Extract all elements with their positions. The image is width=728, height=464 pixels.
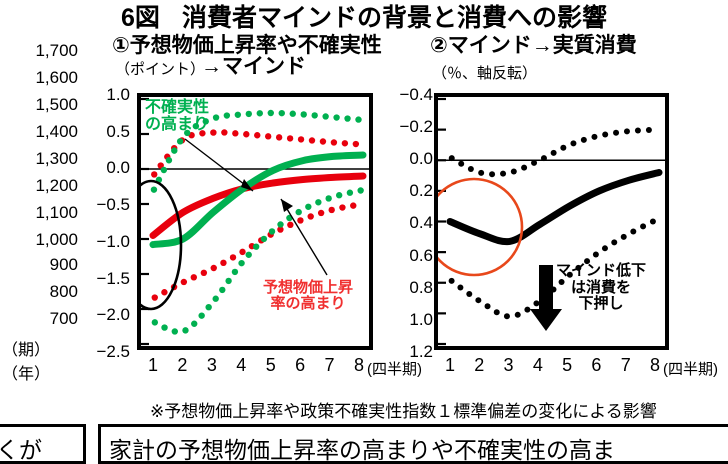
panel1-unit-label: （ポイント） bbox=[115, 61, 206, 78]
left-axis-caption: （期） bbox=[2, 342, 51, 359]
left-axis-value: 1,500 bbox=[35, 95, 78, 114]
figure-title-text: 消費者マインドの背景と消費への影響 bbox=[181, 4, 607, 32]
left-axis-value: 800 bbox=[49, 282, 78, 301]
bottom-box-left-text: 続くが bbox=[0, 437, 42, 463]
panel1-x-tick-label: 5 bbox=[265, 355, 276, 375]
footnote: ※予想物価上昇率や政策不確実性指数１標準偏差の変化による影響 bbox=[150, 402, 657, 421]
panel2-x-tick-label: 4 bbox=[532, 355, 543, 375]
panel1-x-tick-label-unit: (四半期) bbox=[367, 361, 422, 378]
panel2-x-tick-label: 6 bbox=[591, 355, 602, 375]
left-axis-value: 1,600 bbox=[35, 68, 78, 87]
panel2-y-tick-label: 0.8 bbox=[409, 277, 433, 297]
left-axis-value: 700 bbox=[49, 309, 78, 328]
bottom-box-right-text: 家計の予想物価上昇率の高まりや不確実性の高ま bbox=[109, 437, 615, 463]
left-axis-value: 1,300 bbox=[35, 149, 78, 168]
left-axis-value: 900 bbox=[49, 255, 78, 274]
panel1-y-tick-label: 0.0 bbox=[106, 158, 130, 178]
panel1-plot-area: 不確実性 の高まり 予想物価上昇 率の高まり bbox=[137, 93, 373, 350]
left-axis-value: 1,000 bbox=[35, 230, 78, 249]
panel2-y-tick-label: 0.4 bbox=[409, 213, 433, 233]
panel1-y-tick-label: 0.5 bbox=[106, 121, 130, 141]
panel2-x-tick-label-unit: (四半期) bbox=[663, 361, 718, 378]
panel1-x-tick-label: 2 bbox=[177, 355, 188, 375]
panel1-y-tick-label: −2.0 bbox=[96, 305, 130, 325]
left-axis-value: 1,400 bbox=[35, 122, 78, 141]
panel2-x-tick-label: 8 bbox=[649, 355, 660, 375]
panel2-y-tick-label: −0.2 bbox=[399, 117, 433, 137]
panel1-x-tick-label: 4 bbox=[236, 355, 247, 375]
panel2-y-tick-label: 0.6 bbox=[409, 245, 433, 265]
panel1-x-tick-label: 7 bbox=[324, 355, 335, 375]
panel1-y-tick-label: −1.0 bbox=[96, 231, 130, 251]
panel1-chart-svg bbox=[141, 97, 369, 346]
panel1-x-tick-label: 1 bbox=[147, 355, 158, 375]
panel2-y-tick-label: −0.4 bbox=[399, 85, 433, 104]
panel2-mind-annotation: マインド低下 は消費を 下押し bbox=[556, 262, 647, 312]
panel2-y-tick-label: 1.0 bbox=[409, 309, 433, 329]
panel2-x-tick-label: 7 bbox=[620, 355, 631, 375]
panel2-plot-area: マインド低下 は消費を 下押し bbox=[434, 93, 669, 350]
panel1-x-tick-label: 8 bbox=[353, 355, 364, 375]
panel1-x-tick-label: 3 bbox=[206, 355, 217, 375]
left-axis-caption: （年） bbox=[2, 366, 51, 383]
figure-title: 6図 消費者マインドの背景と消費への影響 bbox=[0, 0, 728, 34]
panel2-y-tick-label: 1.2 bbox=[409, 341, 433, 361]
panel2-x-tick-label: 2 bbox=[474, 355, 485, 375]
panel2-chart-svg bbox=[438, 97, 665, 346]
panel1-inflation-annotation: 予想物価上昇 率の高まり bbox=[263, 279, 354, 313]
bottom-box-left: 続くが bbox=[0, 424, 86, 464]
panel1-heading: ①予想物価上昇率や不確実性 bbox=[112, 34, 382, 57]
panel2-x-tick-label: 3 bbox=[503, 355, 514, 375]
panel2-x-tick-label: 1 bbox=[444, 355, 455, 375]
panel1-y-tick-label: −2.5 bbox=[96, 341, 130, 361]
figure-number: 6図 bbox=[121, 4, 160, 32]
panel1-arrow-label: →マインド bbox=[201, 55, 306, 78]
panel2-y-tick-label: 0.2 bbox=[409, 181, 433, 201]
panel1-y-tick-label: −1.5 bbox=[96, 268, 130, 288]
left-axis-value: 1,700 bbox=[35, 41, 78, 60]
panel2-x-tick-label: 5 bbox=[562, 355, 573, 375]
panel1-y-tick-label: 1.0 bbox=[106, 85, 130, 104]
panel1-uncertainty-annotation: 不確実性 の高まり bbox=[145, 99, 210, 134]
panel1-x-tick-label: 6 bbox=[295, 355, 306, 375]
panel1-y-tick-label: −0.5 bbox=[96, 195, 130, 215]
panel2-heading: ②マインド→実質消費 bbox=[430, 34, 637, 57]
bottom-box-right: 家計の予想物価上昇率の高まりや不確実性の高ま bbox=[98, 424, 728, 464]
panel2-unit-label: （％、軸反転） bbox=[432, 65, 538, 82]
left-axis-value: 1,200 bbox=[35, 176, 78, 195]
panel2-y-tick-label: 0.0 bbox=[409, 149, 433, 169]
left-axis-value: 1,100 bbox=[35, 203, 78, 222]
